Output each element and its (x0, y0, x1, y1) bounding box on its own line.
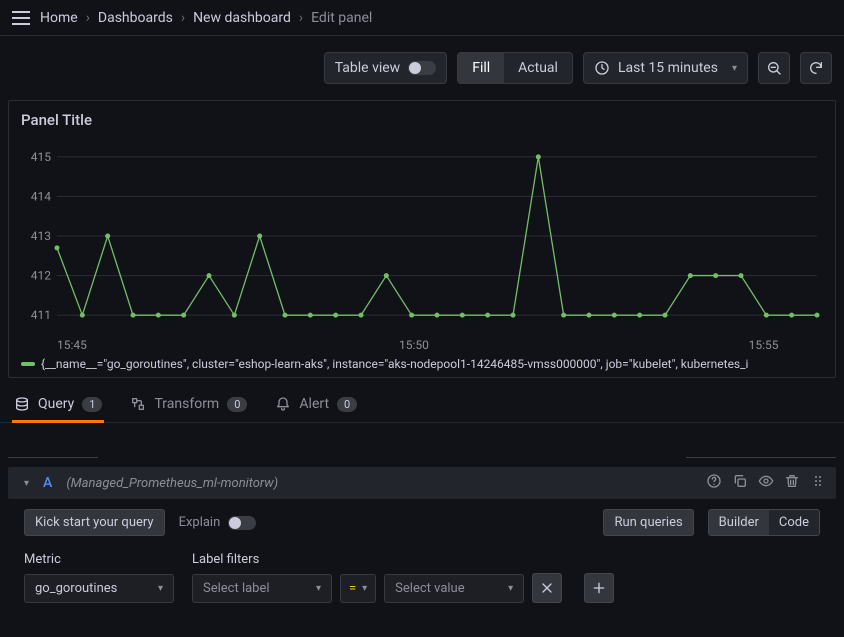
svg-text:15:50: 15:50 (399, 338, 429, 352)
svg-text:413: 413 (31, 229, 51, 243)
below-tabs-strip (8, 433, 836, 457)
label-filters-field-label: Label filters (192, 552, 259, 567)
chevron-down-icon: ▾ (508, 583, 513, 594)
remove-filter-button[interactable] (532, 573, 562, 603)
svg-text:15:55: 15:55 (749, 338, 779, 352)
svg-text:414: 414 (31, 189, 51, 203)
breadcrumb: Home › Dashboards › New dashboard › Edit… (40, 10, 372, 26)
table-view-label: Table view (335, 60, 401, 76)
tab-query[interactable]: Query 1 (14, 396, 102, 422)
datasource-name: (Managed_Prometheus_ml-monitorw) (66, 476, 278, 491)
svg-text:411: 411 (31, 308, 51, 322)
code-button[interactable]: Code (769, 510, 819, 535)
chevron-down-icon: ▾ (158, 583, 163, 594)
builder-button[interactable]: Builder (709, 510, 769, 535)
operator-select[interactable]: = ▾ (340, 574, 376, 603)
refresh-button[interactable] (800, 52, 832, 84)
metric-select[interactable]: go_goroutines ▾ (24, 574, 174, 603)
actual-button[interactable]: Actual (504, 53, 572, 83)
chevron-down-icon: ▾ (732, 63, 737, 74)
fit-mode-segmented: Fill Actual (457, 52, 573, 84)
svg-text:15:45: 15:45 (57, 338, 87, 352)
metric-field-label: Metric (24, 552, 174, 567)
legend: {__name__="go_goroutines", cluster="esho… (21, 355, 823, 371)
refresh-icon (808, 60, 824, 76)
drag-handle-icon[interactable] (810, 473, 826, 493)
tab-alert[interactable]: Alert 0 (275, 396, 357, 422)
kick-start-button[interactable]: Kick start your query (24, 509, 165, 536)
database-icon (14, 396, 30, 412)
chevron-down-icon: ▾ (362, 583, 367, 594)
svg-text:412: 412 (31, 269, 51, 283)
table-view-toggle[interactable]: Table view (324, 52, 448, 84)
bc-new-dashboard[interactable]: New dashboard (193, 10, 291, 26)
bc-dashboards[interactable]: Dashboards (98, 10, 173, 26)
time-range-picker[interactable]: Last 15 minutes ▾ (583, 52, 748, 84)
builder-code-segmented: Builder Code (708, 509, 820, 536)
alert-icon (275, 396, 291, 412)
help-icon[interactable] (706, 473, 722, 493)
transform-icon (130, 396, 146, 412)
time-series-chart: 411 412 413 414 415 15:45 15:50 15:55 (21, 135, 821, 355)
query-row-header: ▾ A (Managed_Prometheus_ml-monitorw) (8, 467, 836, 499)
explain-toggle[interactable] (228, 516, 256, 530)
svg-text:415: 415 (31, 150, 51, 164)
label-value-select[interactable]: Select value ▾ (384, 574, 524, 603)
chevron-down-icon: ▾ (316, 583, 321, 594)
plus-icon (591, 580, 607, 596)
clock-icon (594, 60, 610, 76)
bc-edit-panel: Edit panel (311, 10, 372, 26)
eye-icon[interactable] (758, 473, 774, 493)
panel-title: Panel Title (21, 111, 823, 129)
toggle-icon (408, 61, 436, 75)
close-icon (539, 580, 555, 596)
query-ref-id[interactable]: A (43, 475, 52, 491)
zoom-out-icon (766, 60, 782, 76)
legend-swatch (21, 362, 35, 366)
tab-transform[interactable]: Transform 0 (130, 396, 247, 422)
alert-count-badge: 0 (337, 397, 357, 412)
transform-count-badge: 0 (227, 397, 247, 412)
trash-icon[interactable] (784, 473, 800, 493)
add-filter-button[interactable] (584, 573, 614, 603)
zoom-out-button[interactable] (758, 52, 790, 84)
explain-label: Explain (179, 515, 221, 530)
legend-label: {__name__="go_goroutines", cluster="esho… (41, 357, 748, 371)
panel-card: Panel Title 411 412 413 414 415 15:45 15:50 15:… (8, 100, 836, 378)
label-name-select[interactable]: Select label ▾ (192, 574, 332, 603)
run-queries-button[interactable]: Run queries (603, 509, 693, 536)
query-count-badge: 1 (82, 397, 102, 412)
query-tabs: Query 1 Transform 0 Alert 0 (0, 378, 844, 422)
time-range-label: Last 15 minutes (618, 60, 718, 76)
fill-button[interactable]: Fill (458, 53, 504, 83)
bc-home[interactable]: Home (40, 10, 78, 26)
menu-icon[interactable] (12, 11, 30, 25)
collapse-toggle[interactable]: ▾ (24, 478, 29, 489)
copy-icon[interactable] (732, 473, 748, 493)
